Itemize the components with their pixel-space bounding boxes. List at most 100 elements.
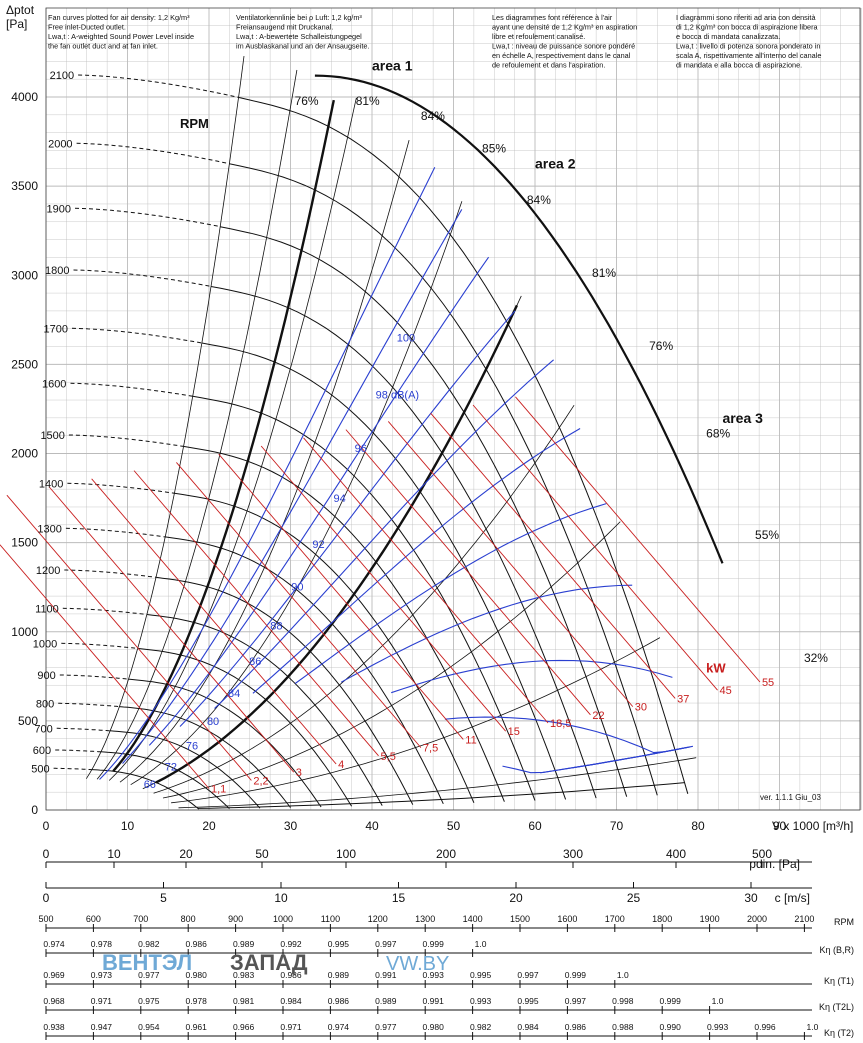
header-note-en: Lwa,t : A-weighted Sound Power Level ins… — [48, 32, 194, 41]
sound-curve — [573, 745, 694, 769]
k-value: 0.966 — [233, 1022, 255, 1032]
header-note-fr: ayant une densité de 1,2 Kg/m³ en aspira… — [492, 23, 637, 32]
power-label: 3 — [296, 767, 302, 779]
x-tick-label: 40 — [365, 819, 379, 833]
rpm-curve — [128, 678, 322, 808]
k-value: 0.999 — [423, 939, 445, 949]
k-value: 0.981 — [233, 996, 255, 1006]
sound-curve — [502, 746, 688, 774]
y-tick-label: 2000 — [11, 447, 38, 461]
rpm-scale-tick-label: 1100 — [321, 914, 340, 924]
chart-curves — [0, 56, 761, 810]
sound-label: 94 — [333, 493, 345, 505]
power-line — [387, 421, 634, 707]
rpm-curve — [229, 163, 658, 796]
power-line — [0, 544, 210, 789]
power-label: 4 — [338, 759, 344, 771]
power-line — [515, 396, 761, 683]
y-tick-label: 3500 — [11, 179, 38, 193]
c-tick-label: 5 — [160, 891, 167, 905]
rpm-scale-tick-label: 1000 — [273, 914, 293, 924]
k-value: 1.0 — [475, 939, 487, 949]
sound-curve — [122, 209, 463, 764]
x-tick-label: 60 — [528, 819, 542, 833]
k-value: 0.986 — [565, 1022, 587, 1032]
k-value: 0.991 — [375, 970, 397, 980]
power-line — [260, 445, 507, 732]
rpm-scale-tick-label: 1200 — [368, 914, 388, 924]
rpm-scale-tick-label: 500 — [38, 914, 53, 924]
pdin-tick-label: 20 — [179, 847, 193, 861]
rpm-curve-dashed — [61, 642, 138, 649]
k-row-label: Kη (T2L) — [819, 1002, 854, 1012]
sound-curve — [444, 716, 691, 754]
sound-label: 86 — [249, 656, 261, 668]
y-tick-label: 1500 — [11, 536, 38, 550]
c-tick-label: 10 — [274, 891, 288, 905]
efficiency-line — [130, 201, 463, 786]
rpm-scale-tick-label: 2100 — [794, 914, 814, 924]
plot-frame — [45, 7, 861, 811]
k-value: 0.989 — [233, 939, 255, 949]
power-label: 15 — [508, 726, 520, 738]
k-value: 0.961 — [186, 1022, 208, 1032]
sound-curve — [148, 256, 490, 746]
rpm-label: 1800 — [45, 265, 69, 277]
k-value: 0.995 — [517, 996, 539, 1006]
k-value: 0.990 — [660, 1022, 682, 1032]
k-value: 0.995 — [470, 970, 492, 980]
sound-curve — [252, 428, 581, 694]
sound-label: 80 — [207, 716, 219, 728]
efficiency-line — [162, 521, 621, 799]
sound-curve — [99, 167, 436, 780]
k-value: 0.971 — [91, 996, 113, 1006]
header-note-de: im Ausblaskanal und an der Ansaugseite. — [236, 42, 369, 51]
k-value: 0.992 — [280, 939, 302, 949]
rpm-label: 1200 — [36, 565, 60, 577]
k-value: 0.982 — [470, 1022, 492, 1032]
efficiency-label: 84% — [527, 193, 551, 207]
k-value: 0.947 — [91, 1022, 113, 1032]
rpm-curve-dashed — [73, 269, 212, 287]
area-arc — [314, 74, 724, 564]
header-note-it: Lwa,t : livello di potenza sonora ponder… — [676, 42, 820, 51]
sound-label: 88 — [270, 621, 282, 633]
k-value: 0.988 — [612, 1022, 634, 1032]
rpm-curve — [174, 492, 475, 803]
area-boundary-2 — [155, 304, 518, 784]
k-value: 0.993 — [470, 996, 492, 1006]
sound-label: 66 — [144, 779, 156, 791]
k-value: 0.997 — [565, 996, 587, 1006]
efficiency-label: 81% — [592, 266, 616, 280]
sound-label: 90 — [291, 582, 303, 594]
power-label: 55 — [762, 677, 774, 689]
x-axis-title: V x 1000 [m³/h] — [772, 819, 853, 833]
header-note-en: Fan curves plotted for air density: 1,2 … — [48, 13, 190, 22]
y-tick-label: 4000 — [11, 90, 38, 104]
rpm-curve — [155, 576, 414, 805]
area-label: area 3 — [722, 410, 763, 426]
k-value: 0.977 — [375, 1022, 397, 1032]
rpm-curve-dashed — [74, 207, 221, 228]
k-value: 0.980 — [186, 970, 208, 980]
rpm-label: 1100 — [35, 603, 59, 615]
k-value: 0.991 — [423, 996, 445, 1006]
chart-labels: 500 600 700 800 900 1000 1100 1200 1300 1400 1500 1… — [31, 57, 828, 795]
header-note-fr: en échelle A, respectivement dans le can… — [492, 51, 631, 60]
efficiency-label: 32% — [804, 651, 828, 665]
rpm-label: 1300 — [37, 523, 61, 535]
chart-axes: Δptot[Pa]0500100015002000250030003500400… — [6, 3, 853, 833]
rpm-curve — [238, 96, 689, 794]
rpm-curve-dashed — [76, 142, 230, 165]
rpm-label: 1600 — [42, 378, 66, 390]
y-axis-unit: [Pa] — [6, 17, 27, 31]
watermark: ВЕНТЭЛ ЗАПАД VW.BY — [102, 950, 449, 975]
rpm-label: 1900 — [47, 203, 71, 215]
rpm-curve-dashed — [55, 749, 101, 753]
header-note-it: scala A, rispettivamente all'interno del… — [676, 51, 821, 60]
sound-curve — [391, 659, 673, 694]
power-line — [472, 404, 718, 691]
power-label: 18,5 — [550, 718, 571, 730]
area-boundary-1 — [112, 99, 335, 772]
header-note-it: di 1,2 Kg/m³ con bocca di aspirazione li… — [676, 23, 818, 32]
